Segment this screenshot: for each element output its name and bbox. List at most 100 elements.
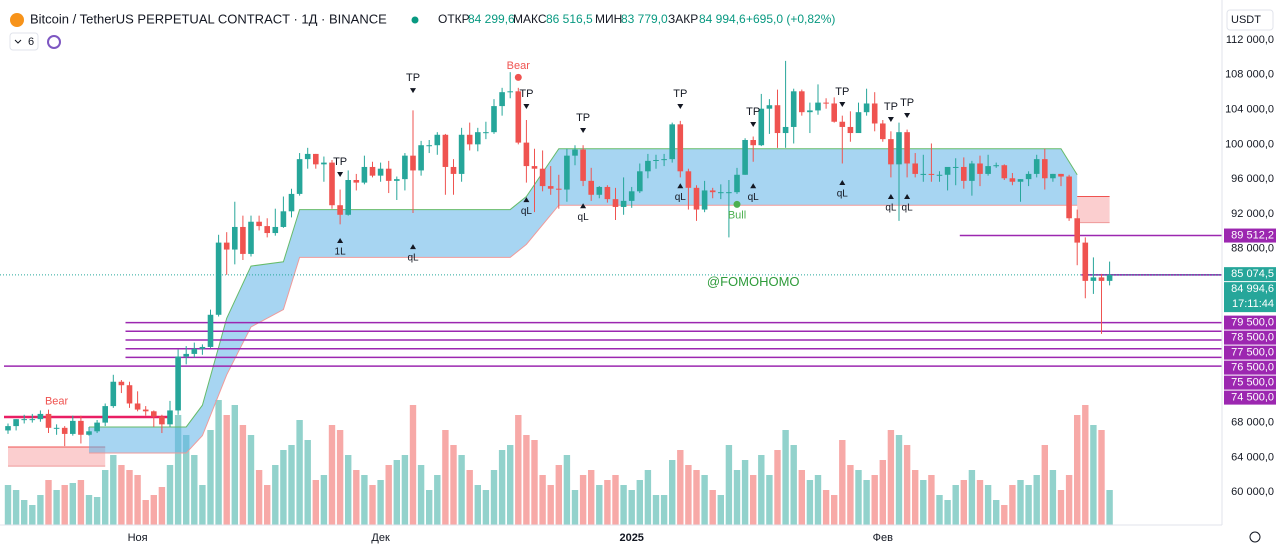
candle-body: [313, 153, 319, 165]
candle-body: [45, 413, 52, 428]
entry-label: qL: [748, 192, 760, 203]
volume-bar: [669, 460, 676, 525]
candle-body: [1098, 277, 1105, 281]
candle-body: [377, 168, 384, 176]
candle-body: [815, 102, 821, 111]
candle-body: [426, 145, 432, 147]
price-tag: [1224, 375, 1276, 390]
candle-body: [207, 314, 214, 347]
candle-body: [1033, 159, 1040, 174]
volume-bar: [766, 475, 773, 525]
candle-body: [556, 188, 562, 190]
candle-body: [215, 242, 222, 315]
volume-bar: [636, 480, 643, 525]
chevron: [14, 39, 22, 44]
candle-body: [280, 211, 287, 227]
volume-bar: [45, 480, 52, 525]
entry-label: qL: [837, 189, 849, 200]
volume-bar: [960, 480, 967, 525]
candle-body: [564, 155, 570, 190]
volume-bar: [968, 470, 976, 525]
y-tick-label: 68 000,0: [1231, 417, 1274, 429]
volume-bar: [507, 445, 514, 525]
tp-marker: [410, 88, 416, 94]
volume-bar: [515, 415, 522, 525]
candle-body: [70, 420, 76, 434]
candle-body: [175, 356, 181, 411]
volume-bar: [750, 475, 757, 525]
candle-body: [588, 180, 594, 195]
ohlc-value: 84 299,6: [468, 12, 515, 26]
volume-bar: [377, 480, 384, 525]
candle-body: [183, 353, 189, 357]
currency-button[interactable]: [1226, 9, 1274, 31]
entry-marker: [523, 197, 530, 203]
x-tick-label: Дек: [371, 532, 390, 544]
y-tick-label: 100 000,0: [1225, 138, 1274, 150]
tp-marker: [337, 172, 344, 177]
coin-icon: [10, 13, 24, 27]
volume-bar: [863, 480, 870, 525]
candle-body: [774, 105, 781, 134]
tp-marker: [580, 128, 587, 133]
ohlc-key: ЗАКР: [668, 12, 698, 26]
candle-body: [709, 190, 716, 193]
candle-body: [645, 160, 651, 172]
volume-bar: [984, 485, 992, 525]
settings-icon[interactable]: [1249, 531, 1261, 543]
volume-bar: [1025, 485, 1032, 525]
volume-bar: [588, 470, 595, 525]
y-tick-label: 112 000,0: [1226, 34, 1274, 46]
x-tick-label: Ноя: [128, 532, 148, 544]
candle-body: [726, 192, 732, 194]
entry-marker: [839, 180, 846, 185]
volume-bar: [993, 500, 1000, 525]
candle-body: [418, 145, 424, 171]
candle-body: [296, 159, 303, 194]
volume-bar: [709, 490, 716, 525]
indicators-toggle[interactable]: [9, 32, 39, 51]
tp-label: TP: [519, 88, 533, 100]
annotation: Bear: [507, 60, 531, 72]
tp-marker: [677, 104, 684, 109]
candle-body: [572, 149, 578, 156]
price-tag-label: 79 500,0: [1231, 317, 1274, 329]
candle-body: [118, 381, 125, 386]
volume-bar: [531, 440, 538, 525]
volume-bar: [563, 455, 571, 525]
candle-body: [612, 199, 619, 207]
volume-bar: [223, 415, 230, 525]
candle-body: [993, 165, 999, 167]
volume-bar: [782, 430, 789, 525]
volume-bar: [1049, 470, 1057, 525]
cloud-fill: [89, 148, 1078, 454]
candle-body: [653, 160, 659, 161]
candle-body: [256, 221, 262, 227]
candle-body: [475, 132, 481, 145]
price-tag-label: 76 500,0: [1231, 362, 1274, 374]
volume-bar: [555, 465, 562, 525]
candle-body: [539, 168, 546, 187]
candle-body: [531, 166, 538, 169]
candle-body: [1001, 165, 1008, 179]
entry-label: qL: [578, 212, 590, 223]
price-tag: [1224, 390, 1276, 405]
candle-body: [928, 173, 935, 175]
candle-body: [110, 381, 117, 407]
volume-bar: [490, 470, 498, 525]
volume-bar: [239, 425, 247, 525]
volume-bar: [1098, 430, 1105, 525]
candle-body: [766, 105, 773, 109]
candle-body: [159, 416, 165, 425]
y-tick-label: 104 000,0: [1225, 103, 1274, 115]
y-tick-label: 60 000,0: [1231, 486, 1274, 498]
volume-bar: [741, 460, 749, 525]
candle-body: [515, 91, 522, 143]
volume-bar: [814, 475, 822, 525]
candle-body: [523, 142, 530, 167]
volume-bar: [774, 450, 781, 525]
refresh-icon[interactable]: [47, 35, 61, 49]
countdown: 17:11:44: [1232, 298, 1274, 310]
entry-marker: [337, 238, 344, 243]
